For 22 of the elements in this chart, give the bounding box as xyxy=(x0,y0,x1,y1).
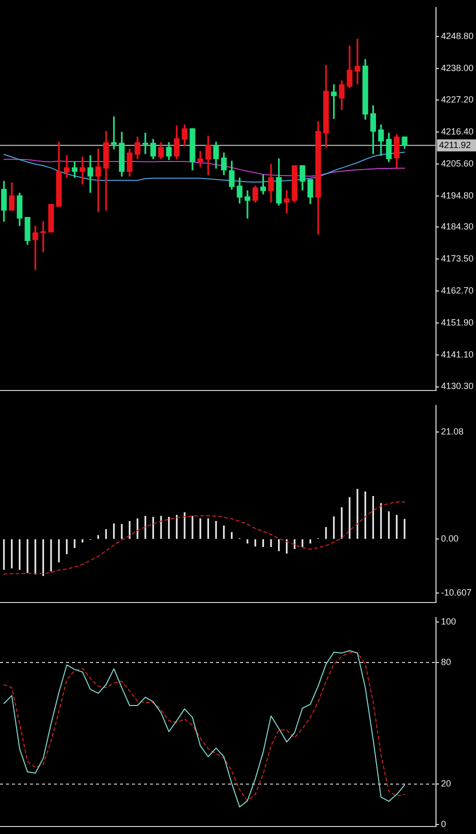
y-tick-label: 4248.80 xyxy=(441,30,474,41)
y-tick-label: 21.08 xyxy=(441,426,464,436)
y-tick-label: 4141.10 xyxy=(441,349,474,360)
y-tick-label: 0 xyxy=(441,819,446,830)
ref-line-label: 4211.92 xyxy=(439,140,471,150)
y-tick-label: 4194.80 xyxy=(441,190,474,201)
y-tick-label: 4238.00 xyxy=(441,62,474,73)
y-tick-label: 4130.30 xyxy=(441,381,474,392)
y-tick-label: 20 xyxy=(441,778,452,789)
y-tick-label: -10.607 xyxy=(441,587,472,598)
y-tick-label: 4216.40 xyxy=(441,126,474,137)
y-tick-label: 100 xyxy=(441,616,456,627)
y-tick-label: 4162.70 xyxy=(441,285,474,296)
y-tick-label: 4173.50 xyxy=(441,254,474,264)
y-tick-label: 0.00 xyxy=(441,534,459,544)
y-tick-label: 4184.30 xyxy=(441,222,474,232)
y-tick-label: 4227.20 xyxy=(441,94,474,105)
candlestick xyxy=(48,204,54,232)
line-series xyxy=(3,501,406,575)
y-tick-label: 4151.90 xyxy=(441,317,474,328)
y-tick-label: 80 xyxy=(441,657,452,668)
y-tick-label: 4205.60 xyxy=(441,158,474,169)
